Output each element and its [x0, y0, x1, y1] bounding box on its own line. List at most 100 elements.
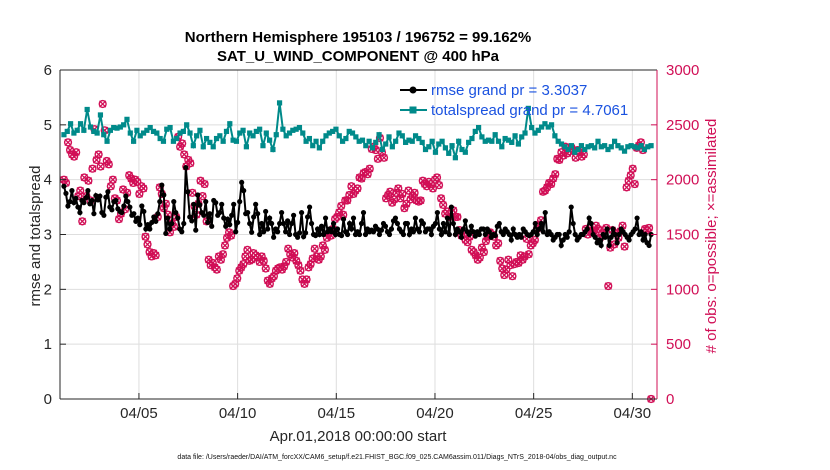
- obs-possible-marker: [410, 188, 419, 197]
- obs-possible-marker: [180, 150, 189, 159]
- totalspread-point: [638, 143, 644, 149]
- rmse-point: [227, 222, 233, 228]
- rmse-point: [466, 231, 472, 238]
- obs-assimilated-marker: [198, 192, 207, 200]
- rmse-point: [540, 229, 546, 235]
- totalspread-point: [495, 138, 502, 144]
- obs-possible-marker: [402, 199, 411, 208]
- obs-possible-marker: [318, 241, 327, 250]
- totalspread-point: [81, 127, 87, 133]
- totalspread-point: [320, 138, 326, 144]
- rmse-series: [61, 165, 654, 250]
- rmse-point: [147, 226, 153, 232]
- rmse-point: [358, 220, 365, 227]
- rmse-point: [169, 220, 175, 227]
- rmse-point: [612, 231, 618, 238]
- totalspread-point: [615, 143, 621, 149]
- totalspread-point: [475, 124, 482, 131]
- obs-possible-marker: [143, 240, 152, 249]
- totalspread-point: [87, 124, 94, 130]
- totalspread-point: [582, 146, 588, 153]
- totalspread-point: [565, 146, 571, 153]
- obs-possible-marker: [290, 249, 299, 258]
- totalspread-point: [260, 143, 266, 149]
- legend-spread-label: totalspread grand pr = 4.7061: [431, 102, 628, 119]
- rmse-point: [312, 232, 319, 239]
- totalspread-point: [330, 128, 336, 135]
- rmse-point: [438, 231, 444, 238]
- rmse-point: [456, 229, 462, 235]
- totalspread-point: [356, 138, 362, 144]
- rmse-point: [143, 226, 149, 232]
- rmse-point: [416, 229, 423, 235]
- rmse-point: [123, 193, 129, 199]
- rmse-point: [348, 226, 355, 232]
- obs-possible-marker: [494, 239, 503, 248]
- rmse-point: [137, 222, 143, 228]
- rmse-point: [480, 226, 486, 232]
- obs-possible-marker: [524, 250, 533, 259]
- obs-assimilated-marker: [400, 204, 409, 212]
- obs-assimilated-marker: [213, 265, 221, 274]
- obs-assimilated-marker: [472, 251, 480, 259]
- totalspread-point: [472, 128, 478, 135]
- rmse-point: [640, 237, 646, 243]
- y2-tick-label: 2000: [666, 172, 699, 189]
- y-tick-label: 5: [44, 117, 52, 134]
- totalspread-point: [618, 145, 624, 151]
- obs-assimilated-marker: [188, 189, 197, 197]
- totalspread-point: [389, 144, 395, 150]
- obs-assimilated-marker: [551, 170, 559, 178]
- totalspread-point: [628, 143, 634, 149]
- obs-assimilated-marker: [629, 165, 637, 173]
- totalspread-point: [416, 135, 422, 142]
- totalspread-point: [333, 126, 339, 132]
- obs-possible-marker: [471, 251, 480, 260]
- totalspread-point: [492, 132, 498, 138]
- rmse-point: [626, 237, 632, 243]
- rmse-point: [135, 215, 141, 221]
- obs-possible-marker: [644, 223, 654, 233]
- totalspread-point: [137, 133, 143, 139]
- totalspread-point: [180, 128, 186, 135]
- rmse-point: [95, 197, 101, 203]
- totalspread-point: [250, 133, 256, 139]
- rmse-point: [492, 232, 498, 239]
- rmse-point: [378, 227, 385, 233]
- totalspread-point: [419, 139, 425, 145]
- totalspread-point: [150, 128, 157, 135]
- rmse-point: [400, 231, 407, 238]
- rmse-point: [306, 204, 313, 210]
- obs-assimilated-marker: [433, 173, 441, 182]
- rmse-point: [506, 231, 512, 238]
- rmse-point: [308, 220, 315, 227]
- totalspread-point: [598, 144, 604, 150]
- obs-assimilated-marker: [317, 252, 325, 261]
- obs-assimilated-marker: [311, 245, 319, 253]
- rmse-point: [556, 231, 562, 238]
- rmse-point: [205, 219, 211, 226]
- rmse-point: [93, 192, 99, 199]
- totalspread-point: [363, 143, 369, 149]
- rmse-point: [318, 223, 325, 229]
- obs-assimilated-marker: [233, 274, 241, 283]
- totalspread-point: [84, 106, 90, 113]
- totalspread-point: [452, 155, 458, 161]
- rmse-point: [392, 215, 399, 221]
- rmse-point: [163, 230, 169, 237]
- totalspread-point: [290, 127, 296, 133]
- obs-possible-marker: [280, 262, 289, 271]
- rmse-point: [602, 234, 608, 240]
- totalspread-point: [74, 127, 80, 133]
- rmse-point: [139, 203, 145, 209]
- totalspread-point: [240, 127, 246, 133]
- totalspread-point: [489, 138, 495, 144]
- totalspread-point: [243, 144, 249, 150]
- rmse-point: [185, 189, 191, 195]
- totalspread-point: [409, 138, 415, 144]
- totalspread-point: [482, 138, 488, 144]
- rmse-point: [141, 208, 147, 215]
- x-tick-label: 04/10: [219, 405, 257, 422]
- legend-rmse-label: rmse grand pr = 3.3037: [431, 82, 587, 99]
- obs-assimilated-marker: [200, 180, 209, 188]
